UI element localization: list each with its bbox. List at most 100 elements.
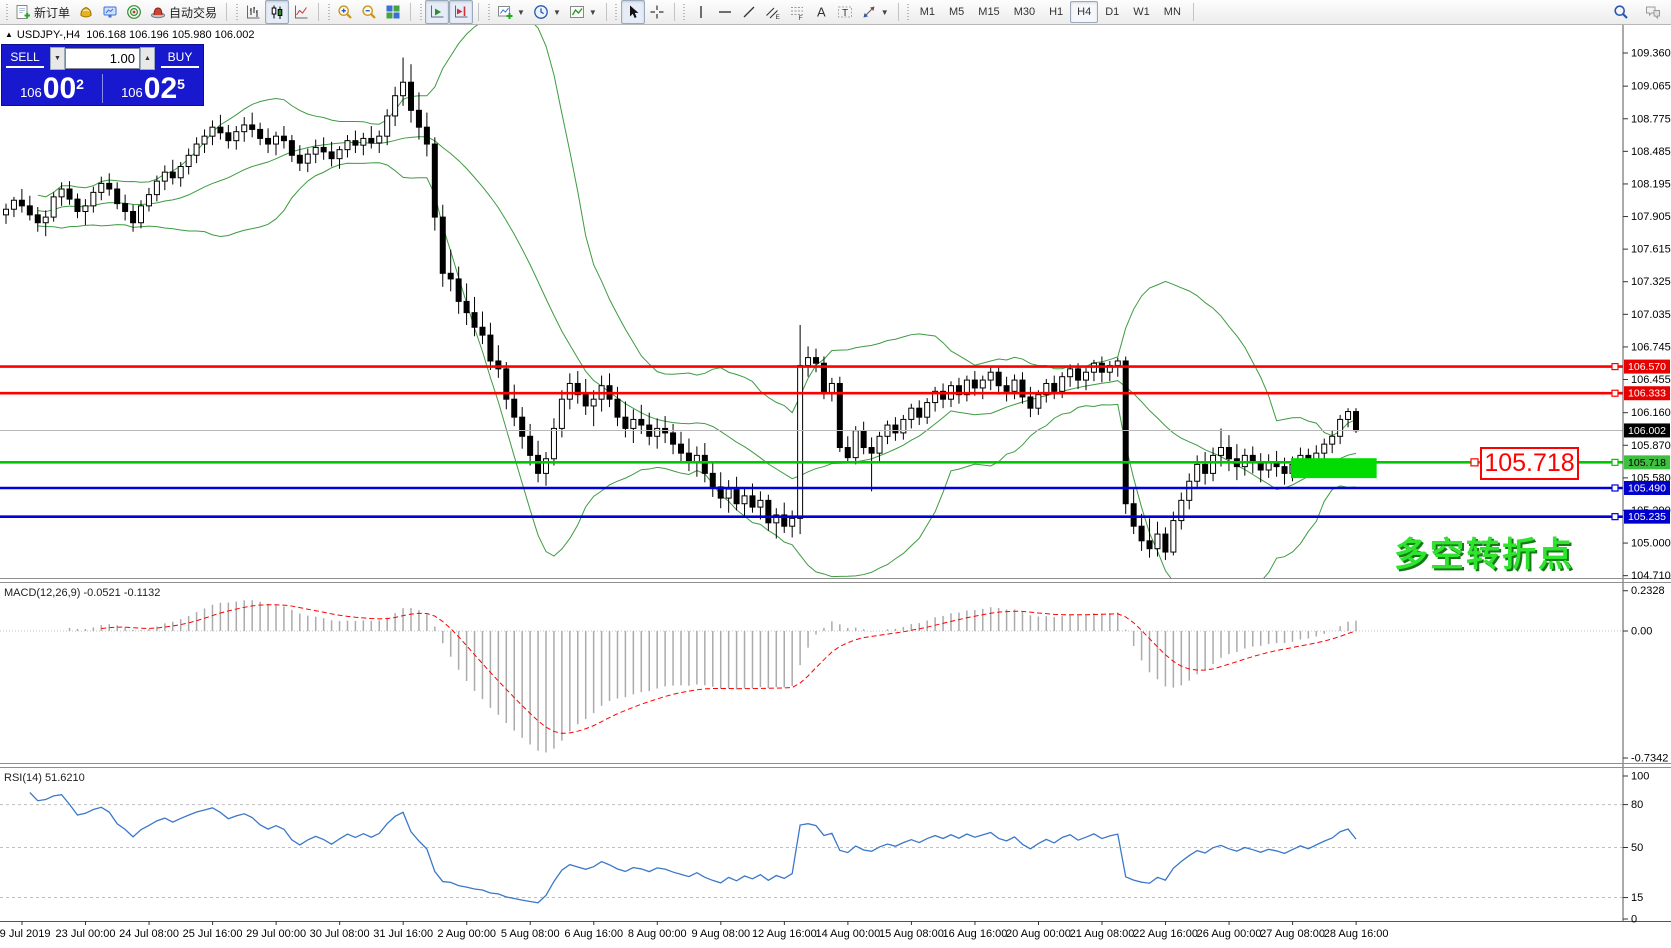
trendline-button[interactable] [737, 0, 761, 24]
chart-shift-button[interactable] [449, 0, 474, 24]
vline-icon [700, 6, 702, 18]
vertical-line-button[interactable] [689, 0, 713, 24]
svg-text:19 Jul 2019: 19 Jul 2019 [0, 928, 50, 940]
svg-text:108.195: 108.195 [1631, 178, 1671, 190]
svg-text:T: T [842, 8, 848, 19]
buy-underline [161, 65, 199, 68]
signals-button[interactable] [122, 0, 146, 24]
equidistant-channel-button[interactable]: E [761, 0, 785, 24]
chevron-down-icon[interactable]: ▼ [588, 7, 597, 17]
timeframe-h1-button[interactable]: H1 [1049, 6, 1064, 18]
indicators-button[interactable]: ▼ [565, 0, 601, 24]
timeframe-w1-button[interactable]: W1 [1133, 6, 1150, 18]
timeframe-m30-button[interactable]: M30 [1013, 6, 1036, 18]
crosshair-icon [650, 5, 664, 19]
volume-input[interactable]: 1.00 [65, 48, 140, 69]
ask-price-handle: 106 [121, 85, 143, 100]
fibonacci-button[interactable]: F [785, 0, 809, 24]
svg-text:109.360: 109.360 [1631, 48, 1671, 60]
svg-text:A: A [817, 5, 826, 20]
timeframe-m15-button[interactable]: M15 [978, 6, 1000, 18]
toolbar-group-4: ▼ ▼ ▼ [482, 0, 603, 24]
timeframe-mn-button[interactable]: MN [1163, 6, 1181, 18]
line-chart-icon [295, 5, 308, 19]
toolbar-grip[interactable] [486, 4, 492, 20]
collapse-panel-icon[interactable]: ▲ [5, 30, 13, 39]
price-callout-label[interactable]: 105.718 [1480, 447, 1579, 480]
profiles-button[interactable]: ▼ [529, 0, 565, 24]
sell-button[interactable]: SELL [2, 45, 48, 72]
svg-text:31 Jul 16:00: 31 Jul 16:00 [373, 928, 433, 940]
timeframe-m5-button[interactable]: M5 [949, 6, 965, 18]
text-button[interactable]: A [809, 0, 833, 24]
volume-decrease-button[interactable]: ▼ [50, 47, 65, 70]
chevron-down-icon[interactable]: ▼ [880, 7, 889, 17]
arrows-button[interactable]: ▼ [857, 0, 893, 24]
cursor-button[interactable] [620, 0, 645, 24]
macd-label: MACD(12,26,9) -0.0521 -0.1132 [4, 587, 160, 599]
toolbar-grip[interactable] [418, 4, 424, 20]
zoom-in-button[interactable] [333, 0, 357, 24]
svg-text:26 Aug 00:00: 26 Aug 00:00 [1197, 928, 1262, 940]
search-button[interactable] [1609, 0, 1633, 24]
svg-text:27 Aug 08:00: 27 Aug 08:00 [1260, 928, 1325, 940]
candlestick-chart-button[interactable] [265, 0, 290, 24]
toolbar-grip[interactable] [4, 4, 9, 20]
rsi-label: RSI(14) 51.6210 [4, 772, 85, 784]
bid-price-handle: 106 [20, 85, 42, 100]
horizontal-line-button[interactable] [713, 0, 737, 24]
new-chart-icon [498, 6, 513, 19]
auto-trading-button[interactable]: 自动交易 [146, 0, 221, 24]
toolbar-separator [605, 3, 607, 21]
timeframe-h4-button[interactable]: H4 [1070, 1, 1099, 23]
svg-text:E: E [775, 14, 780, 20]
svg-text:50: 50 [1631, 842, 1643, 854]
ask-price[interactable]: 106 02 5 [103, 72, 203, 105]
zoom-in-icon [338, 5, 352, 19]
bar-chart-button[interactable] [241, 0, 265, 24]
toolbar-grip[interactable] [326, 4, 332, 20]
line-chart-button[interactable] [289, 0, 313, 24]
zoom-out-button[interactable] [357, 0, 381, 24]
search-icon [1614, 5, 1628, 19]
new-order-button[interactable]: 新订单 [11, 0, 74, 24]
svg-text:80: 80 [1631, 799, 1643, 811]
svg-text:2 Aug 00:00: 2 Aug 00:00 [437, 928, 496, 940]
svg-text:106.002: 106.002 [1628, 425, 1666, 437]
bid-price[interactable]: 106 00 2 [2, 72, 102, 105]
highlight-rectangle [1290, 458, 1377, 479]
svg-text:108.485: 108.485 [1631, 146, 1671, 158]
toolbar-grip[interactable] [905, 4, 911, 20]
timeframe-m1-button[interactable]: M1 [919, 6, 935, 18]
auto-scroll-button[interactable] [425, 0, 450, 24]
timeframe-d1-button[interactable]: D1 [1105, 6, 1120, 18]
toolbar-grip[interactable] [681, 4, 687, 20]
chevron-down-icon[interactable]: ▼ [552, 7, 561, 17]
svg-text:106.455: 106.455 [1631, 374, 1671, 386]
toolbar-grip[interactable] [613, 4, 619, 20]
svg-text:30 Jul 08:00: 30 Jul 08:00 [310, 928, 370, 940]
history-button[interactable] [74, 0, 98, 24]
svg-text:105.718: 105.718 [1628, 457, 1666, 469]
svg-text:107.035: 107.035 [1631, 309, 1671, 321]
market-watch-button[interactable] [98, 0, 122, 24]
svg-text:106.333: 106.333 [1628, 388, 1666, 400]
svg-text:25 Jul 16:00: 25 Jul 16:00 [183, 928, 243, 940]
crosshair-button[interactable] [645, 0, 669, 24]
toolbar-separator [897, 3, 899, 21]
volume-increase-button[interactable]: ▲ [140, 47, 155, 70]
auto-scroll-icon [431, 5, 444, 18]
buy-button[interactable]: BUY [157, 45, 203, 72]
market-icon [103, 6, 117, 18]
toolbar-grip[interactable] [234, 4, 240, 20]
tile-windows-button[interactable] [381, 0, 405, 24]
chevron-down-icon[interactable]: ▼ [517, 7, 525, 17]
text-label-button[interactable]: T [833, 0, 857, 24]
new-chart-button[interactable]: ▼ [493, 0, 529, 24]
chat-button[interactable] [1641, 0, 1665, 24]
toolbar-group-5 [610, 0, 671, 24]
chart-shift-icon [455, 5, 468, 18]
svg-text:0: 0 [1631, 914, 1637, 926]
svg-text:9 Aug 08:00: 9 Aug 08:00 [691, 928, 750, 940]
